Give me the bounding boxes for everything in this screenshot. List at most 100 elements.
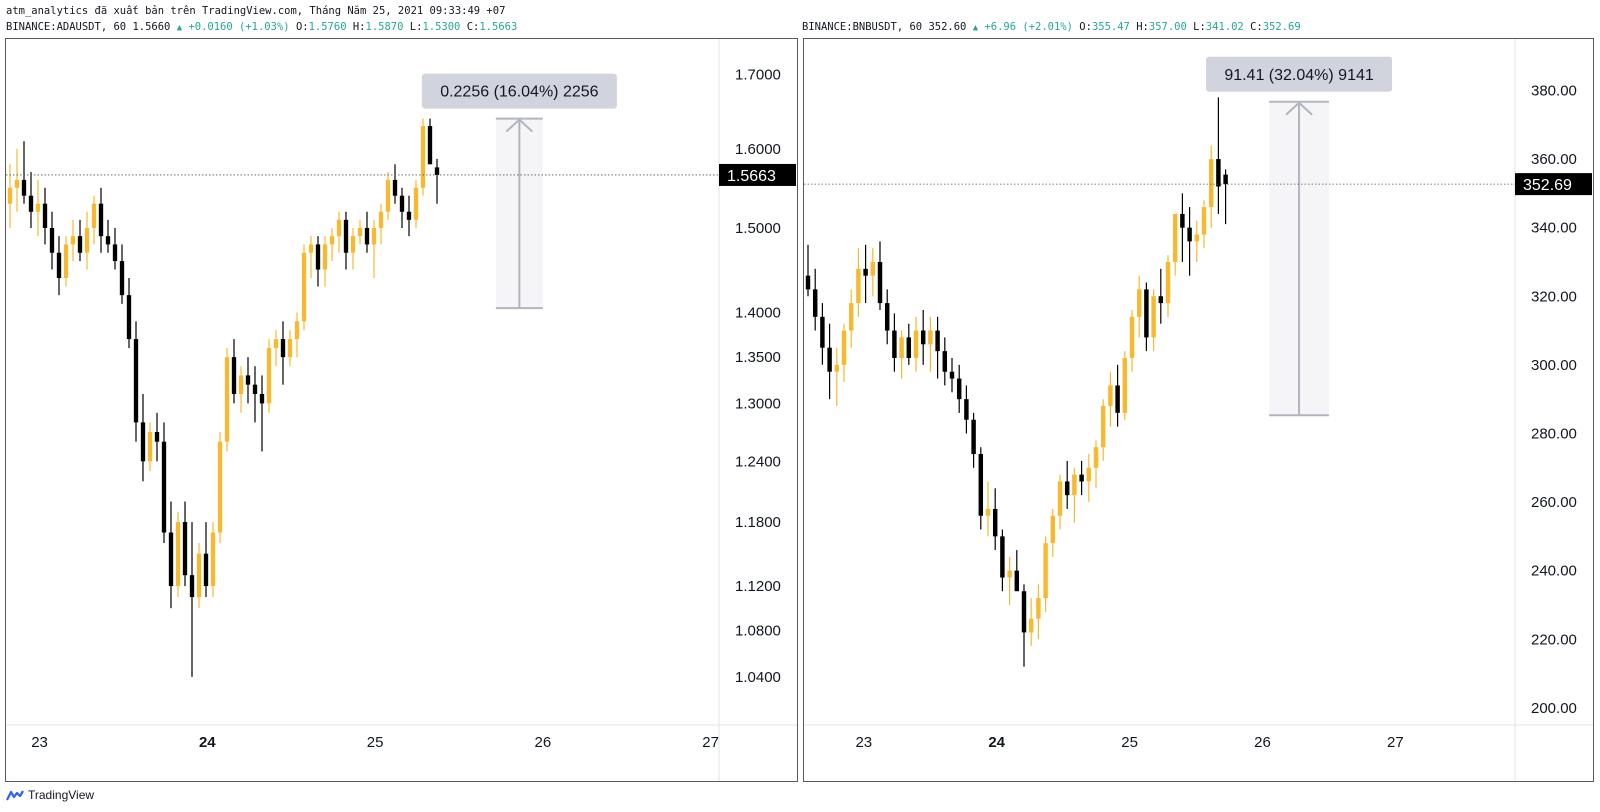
- candle-body: [841, 330, 847, 365]
- candle-body: [245, 375, 251, 385]
- candle-body: [877, 261, 883, 304]
- candle-body: [1223, 174, 1228, 185]
- time-tick-label: 25: [1121, 734, 1138, 751]
- candle-body: [126, 295, 132, 340]
- candle-body: [21, 179, 27, 196]
- candle-body: [978, 454, 984, 516]
- candle-body: [942, 351, 948, 372]
- candle-body: [238, 375, 244, 394]
- candle-body: [105, 236, 111, 245]
- candle-body: [1000, 536, 1005, 578]
- tradingview-logo[interactable]: TradingView: [6, 788, 94, 802]
- candle-body: [371, 227, 377, 245]
- last-price-tag-label: 352.69: [1523, 177, 1572, 194]
- price-tick-label: 340.00: [1531, 220, 1577, 237]
- ohlc-low-key: L:: [1193, 21, 1206, 33]
- ohlc-close-key: C:: [466, 21, 480, 33]
- candle-body: [920, 330, 926, 345]
- price-tick-label: 1.4000: [735, 305, 781, 322]
- candle-body: [301, 252, 307, 322]
- last-price-tag: [1515, 173, 1592, 196]
- up-triangle-icon: ▲: [972, 23, 979, 33]
- candle-body: [928, 330, 933, 345]
- candle-body: [1129, 316, 1135, 358]
- symbol-name[interactable]: BINANCE:ADAUSDT, 60: [6, 21, 127, 33]
- candle-body: [1007, 570, 1012, 578]
- candle-body: [378, 211, 384, 228]
- last-price: 352.60: [928, 21, 967, 33]
- candle-body: [406, 211, 412, 220]
- candle-body: [1136, 289, 1142, 317]
- candlestick-chart-bnb[interactable]: 380.00 360.00 340.00 320.00 300.00 280.00 260.…: [804, 39, 1593, 781]
- candle-body: [1079, 474, 1084, 482]
- measure-arrow-head: [505, 118, 534, 133]
- price-tick-label: 1.2400: [735, 453, 781, 470]
- ohlc-high-key: H:: [352, 21, 366, 33]
- candle-body: [1043, 543, 1048, 599]
- candle-body: [1151, 296, 1156, 338]
- ohlc-low-key: L:: [409, 21, 423, 33]
- candle-body: [133, 339, 139, 423]
- candle-body: [294, 321, 300, 340]
- candle-body: [1201, 207, 1207, 235]
- candle-body: [1158, 296, 1164, 304]
- ohlc-high-value: 1.5870: [365, 21, 404, 33]
- time-tick-label: 26: [535, 734, 552, 751]
- candle-body: [112, 244, 118, 262]
- symbol-name[interactable]: BINANCE:BNBUSDT, 60: [802, 21, 923, 33]
- ohlc-low-value: 1.5300: [422, 21, 461, 33]
- candle-body: [210, 532, 216, 587]
- candle-body: [899, 337, 904, 358]
- last-price: 1.5660: [132, 21, 171, 33]
- candle-body: [63, 244, 69, 279]
- candle-body: [259, 393, 265, 404]
- candle-body: [196, 553, 202, 598]
- time-tick-label: 25: [367, 734, 384, 751]
- ohlc-high-value: 357.00: [1148, 21, 1187, 33]
- candle-body: [884, 303, 890, 331]
- candle-body: [336, 219, 342, 237]
- candle-body: [385, 179, 391, 212]
- price-tick-label: 260.00: [1531, 494, 1577, 511]
- price-tick-label: 1.3500: [735, 349, 781, 366]
- price-tick-label: 360.00: [1531, 151, 1577, 168]
- candle-body: [399, 195, 405, 212]
- candle-body: [434, 167, 440, 175]
- candle-body: [1165, 261, 1171, 304]
- ohlc-open-value: 355.47: [1091, 21, 1130, 33]
- candle-body: [1064, 481, 1070, 496]
- candle-body: [827, 347, 832, 372]
- time-tick-label: 23: [855, 734, 872, 751]
- candle-body: [834, 364, 840, 372]
- candle-body: [992, 508, 998, 537]
- measure-label-text: 91.41 (32.04%) 9141: [1224, 67, 1374, 84]
- price-change: +6.96 (+2.01%): [984, 21, 1073, 33]
- candle-body: [182, 522, 188, 576]
- price-tick-label: 1.1200: [735, 578, 781, 595]
- candle-body: [392, 179, 398, 196]
- candle-body: [154, 432, 160, 442]
- last-price-tag: [719, 163, 796, 186]
- candle-body: [91, 203, 97, 228]
- candle-body: [1072, 474, 1077, 496]
- chart-panel-bnb[interactable]: 380.00 360.00 340.00 320.00 300.00 280.00 260.…: [803, 38, 1594, 782]
- candle-body: [7, 187, 13, 204]
- candle-body: [1093, 447, 1099, 468]
- candle-body: [1187, 227, 1192, 242]
- candlestick-chart-ada[interactable]: 1.7000 1.6000 1.5000 1.4000 1.3500 1.3000 1.24…: [6, 39, 797, 781]
- candle-body: [161, 441, 167, 533]
- candle-body: [28, 195, 34, 212]
- ohlc-high-key: H:: [1136, 21, 1149, 33]
- chart-panel-ada[interactable]: 1.7000 1.6000 1.5000 1.4000 1.3500 1.3000 1.24…: [5, 38, 798, 782]
- candle-body: [70, 236, 76, 245]
- candle-body: [812, 289, 818, 317]
- price-tick-label: 280.00: [1531, 425, 1577, 442]
- candle-body: [1057, 481, 1063, 516]
- candle-body: [203, 553, 209, 587]
- price-tick-label: 1.5000: [735, 220, 781, 237]
- price-tick-label: 1.0400: [735, 669, 781, 686]
- price-tick-label: 1.0800: [735, 623, 781, 640]
- candle-body: [140, 422, 146, 462]
- candle-body: [805, 275, 811, 290]
- candle-body: [870, 261, 876, 276]
